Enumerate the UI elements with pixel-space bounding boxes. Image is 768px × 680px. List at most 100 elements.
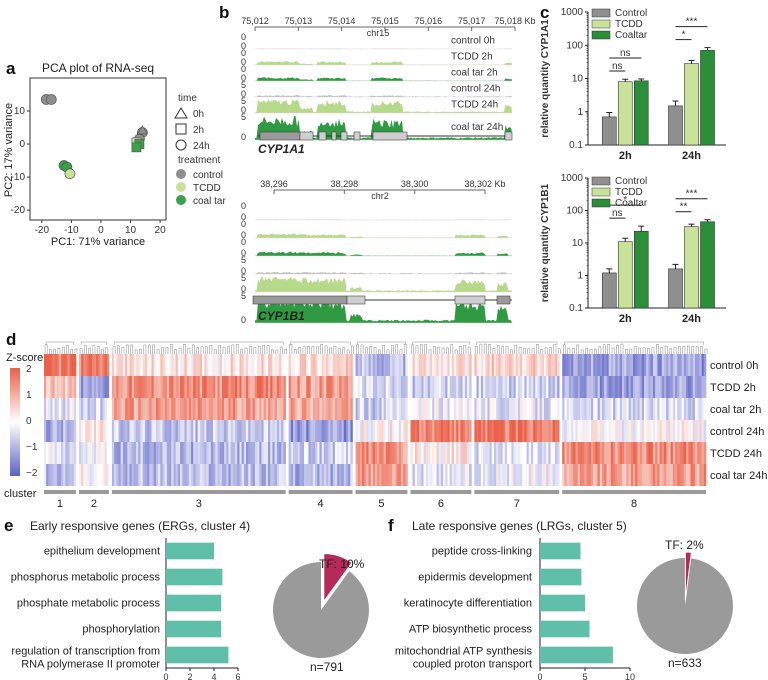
heatmap-cell — [668, 354, 671, 376]
track-scale-max: 5 — [241, 255, 246, 265]
heatmap-cell — [619, 442, 623, 464]
heatmap-cell — [54, 464, 58, 486]
heatmap-cell — [127, 464, 130, 486]
heatmap-cell — [526, 354, 530, 376]
qpcr-ytick-label: 1 — [577, 271, 583, 282]
heatmap-cell — [46, 464, 49, 486]
heatmap-cell — [246, 442, 249, 464]
heatmap-cell — [458, 376, 461, 398]
heatmap-cell — [332, 398, 336, 420]
heatmap-cell — [526, 442, 530, 464]
heatmap-cell — [668, 464, 671, 486]
heatmap-cell — [394, 376, 397, 398]
heatmap-cell — [493, 398, 497, 420]
heatmap-row-label: control 0h — [710, 360, 758, 372]
heatmap-cell — [160, 376, 163, 398]
go-xtick-label: 0 — [163, 672, 168, 680]
legend-square-icon — [175, 123, 187, 135]
heatmap-cell — [552, 420, 556, 442]
heatmap-cell — [675, 420, 678, 442]
heatmap-cell — [659, 420, 663, 442]
heatmap-cell — [188, 420, 192, 442]
coord-label: 38,298 — [331, 179, 359, 189]
heatmap-cell — [71, 420, 75, 442]
heatmap-cell — [387, 398, 391, 420]
heatmap-cell — [515, 398, 519, 420]
heatmap-cell — [230, 398, 234, 420]
heatmap-cell — [102, 398, 105, 420]
heatmap-cell — [548, 376, 551, 398]
heatmap-cell — [83, 464, 86, 486]
heatmap-cell — [562, 354, 565, 376]
heatmap-cell — [188, 376, 192, 398]
heatmap-cell — [396, 376, 400, 398]
heatmap-cell — [337, 376, 340, 398]
heatmap-cell — [650, 442, 654, 464]
heatmap-cell — [520, 398, 523, 420]
heatmap-cell — [288, 442, 292, 464]
heatmap-cell — [219, 376, 223, 398]
pca-xlabel: PC1: 71% variance — [51, 236, 145, 248]
heatmap-cell — [274, 398, 278, 420]
heatmap-cell — [414, 354, 418, 376]
heatmap-cell — [44, 442, 47, 464]
pca-ylabel: PC2: 17% variance — [3, 103, 15, 197]
heatmap-cell — [493, 464, 497, 486]
heatmap-cell — [69, 442, 72, 464]
heatmap-cell — [310, 420, 314, 442]
pca-point — [45, 94, 57, 105]
heatmap-cell — [217, 354, 220, 376]
heatmap-cell — [315, 376, 318, 398]
heatmap-cell — [584, 420, 587, 442]
heatmap-cell — [491, 398, 495, 420]
heatmap-cell — [61, 420, 64, 442]
heatmap-cell — [197, 464, 201, 486]
heatmap-cell — [261, 398, 264, 420]
heatmap-cell — [58, 420, 62, 442]
coord-label: 75,017 — [458, 16, 486, 26]
heatmap-cell — [111, 464, 115, 486]
track-scale-min: 0 — [241, 132, 246, 142]
heatmap-cell — [81, 464, 84, 486]
heatmap-cell — [83, 442, 86, 464]
heatmap-cell — [368, 442, 371, 464]
heatmap-cell — [104, 464, 108, 486]
cluster-bar — [474, 490, 560, 494]
heatmap-cell — [524, 354, 527, 376]
heatmap-cell — [274, 464, 278, 486]
heatmap-cell — [467, 442, 470, 464]
heatmap-cell — [586, 354, 590, 376]
heatmap-row-label: control 24h — [710, 426, 764, 438]
heatmap-cell — [237, 354, 240, 376]
heatmap-cell — [668, 376, 671, 398]
heatmap-cell — [308, 420, 311, 442]
heatmap-cell — [364, 420, 367, 442]
cluster-bar — [111, 490, 286, 494]
heatmap-cell — [293, 354, 296, 376]
heatmap-cell — [432, 420, 435, 442]
heatmap-cell — [125, 398, 128, 420]
heatmap-cell — [193, 464, 196, 486]
qpcr-legend-swatch — [591, 30, 611, 40]
heatmap-cell — [364, 464, 367, 486]
legend-tcdd-swatch — [176, 182, 186, 192]
heatmap-cell — [250, 464, 253, 486]
heatmap-cell — [575, 442, 579, 464]
heatmap-cell — [272, 442, 275, 464]
heatmap-cell — [241, 420, 245, 442]
heatmap-cell — [193, 376, 196, 398]
heatmap-cell — [421, 398, 424, 420]
heatmap-cell — [562, 442, 565, 464]
heatmap-cell — [362, 398, 365, 420]
heatmap-cell — [699, 464, 702, 486]
heatmap-cell — [506, 376, 510, 398]
heatmap-cell — [173, 420, 176, 442]
heatmap-cell — [177, 354, 181, 376]
heatmap-cell — [129, 398, 132, 420]
heatmap-cell — [191, 376, 194, 398]
qpcr-bar — [633, 230, 649, 309]
heatmap-cell — [430, 442, 433, 464]
heatmap-cell — [608, 442, 612, 464]
heatmap-cell — [528, 420, 532, 442]
heatmap-cell — [46, 442, 49, 464]
